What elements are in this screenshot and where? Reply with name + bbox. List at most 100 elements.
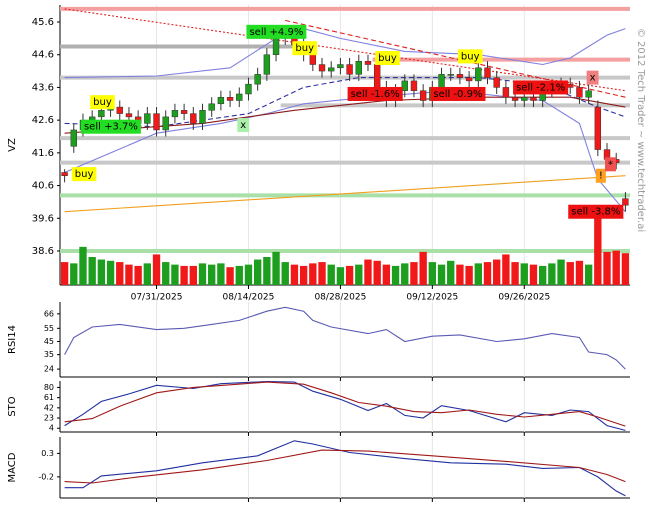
candle-body (346, 64, 353, 75)
y-axis-label: STO (7, 396, 18, 416)
candle-body (217, 96, 225, 105)
volume-bar (263, 257, 271, 285)
volume-bar (88, 257, 96, 285)
candle-body (401, 80, 408, 91)
signal-label: buy (295, 43, 314, 54)
y-tick-label: 45.6 (32, 17, 54, 28)
volume-bar (529, 264, 538, 285)
volume-bar (244, 264, 253, 285)
volume-bar (125, 264, 133, 285)
volume-bar (511, 262, 519, 285)
signal-annotation: sell -2.1% (513, 80, 569, 95)
candle-body (419, 90, 427, 101)
y-tick-label: 23 (44, 414, 54, 423)
volume-bar (401, 263, 409, 285)
signal-annotation: x (237, 118, 250, 133)
candle-body (98, 110, 105, 118)
overlay-line (64, 28, 626, 79)
volume-bar (483, 262, 492, 285)
indicator-line (64, 449, 626, 484)
candle-body (254, 74, 261, 85)
indicator-line (64, 306, 626, 370)
volume-bar (548, 263, 556, 285)
signal-annotation: sell -0.9% (430, 86, 486, 101)
signal-label: x (590, 73, 596, 84)
candle-body (180, 110, 188, 114)
candle-body (208, 103, 215, 111)
signal-annotation: * (605, 157, 617, 172)
volume-bar (290, 264, 299, 285)
candle-body (465, 77, 473, 82)
volume-bar (336, 267, 345, 285)
volume-bar (189, 265, 197, 285)
y-tick-label: 41.6 (32, 148, 54, 159)
y-tick-label: 40.6 (32, 181, 54, 192)
candle-body (88, 116, 96, 121)
candle-body (585, 90, 592, 98)
y-tick-label: 43.6 (32, 82, 54, 93)
signal-box (292, 41, 318, 56)
y-axis-label: VZ (7, 138, 18, 152)
candle-body (153, 113, 160, 131)
candle-body (594, 106, 602, 150)
volume-bar (180, 265, 188, 285)
signal-label: buy (378, 53, 397, 64)
signal-annotation: sell -1.6% (347, 86, 403, 101)
candle-body (502, 87, 510, 98)
candle-body (328, 67, 335, 72)
overlay-line (64, 8, 626, 92)
x-tick-label: 08/14/2025 (223, 293, 275, 303)
signal-box (568, 204, 624, 219)
candle-body (475, 67, 482, 82)
y-tick-label: 35 (44, 350, 54, 359)
volume-bar (557, 259, 565, 285)
overlay-line (64, 77, 626, 128)
volume-bar (465, 265, 473, 285)
volume-bar (428, 262, 437, 285)
candle-body (530, 96, 537, 101)
candle-body (576, 87, 583, 98)
candle-body (162, 116, 169, 131)
volume-bar (566, 262, 574, 285)
signal-annotation: sell +3.7% (80, 119, 141, 134)
signal-label: sell -0.9% (433, 89, 482, 100)
volume-bar (152, 254, 161, 285)
signal-label: sell +3.7% (84, 122, 138, 133)
volume-bar (373, 260, 381, 285)
volume-bar (621, 253, 630, 285)
volume-bar (299, 265, 308, 285)
volume-bar (70, 263, 78, 285)
volume-bar (355, 264, 363, 285)
volume-bar (419, 251, 427, 285)
volume-bar (437, 264, 446, 285)
overlay-line (64, 90, 626, 213)
signal-label: buy (461, 51, 480, 62)
volume-bar (612, 250, 620, 285)
candle-body (226, 96, 234, 101)
volume-bar (364, 259, 372, 285)
y-tick-label: 24 (44, 365, 54, 374)
volume-bar (345, 265, 354, 285)
signal-label: buy (75, 169, 94, 180)
volume-bar (253, 259, 262, 285)
candle-body (70, 129, 77, 147)
signal-annotation: buy (90, 95, 115, 110)
candle-body (272, 38, 280, 55)
signal-box (457, 49, 483, 64)
signal-annotation: buy (457, 49, 483, 64)
candle-body (484, 67, 491, 78)
signal-box (71, 167, 97, 182)
volume-bar (198, 263, 207, 285)
candle-body (410, 80, 418, 91)
volume-bar (493, 259, 501, 285)
y-tick-label: 44.6 (32, 50, 54, 61)
volume-bar (272, 251, 280, 285)
signal-box (375, 50, 400, 65)
candle-body (373, 64, 381, 88)
signal-label: x (240, 120, 246, 131)
signal-box (347, 86, 403, 101)
volume-bar (603, 251, 611, 285)
candle-body (116, 106, 123, 114)
y-tick-label: 38.6 (32, 246, 54, 257)
